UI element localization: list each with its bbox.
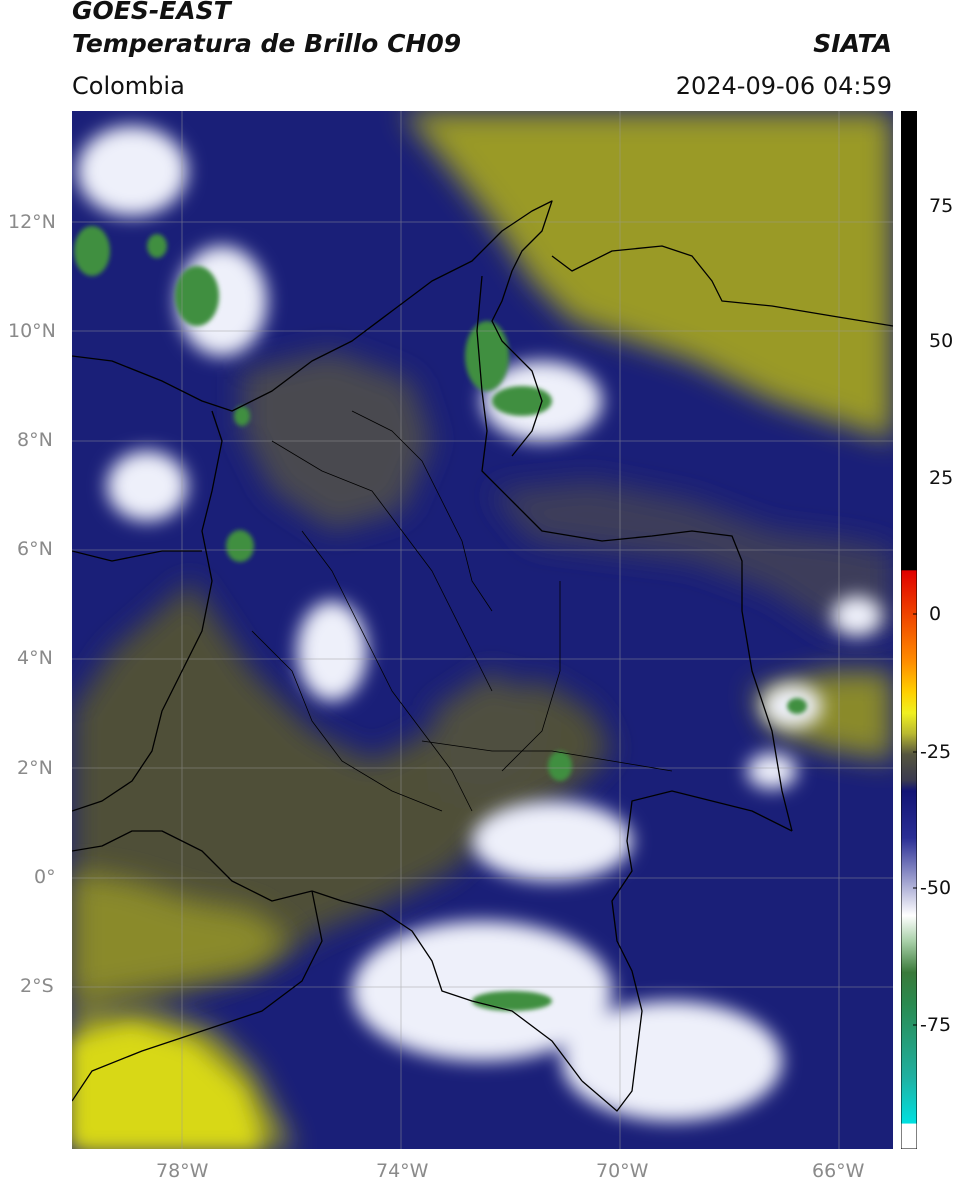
colorbar-label-50: 50 xyxy=(929,330,954,352)
dry-air-caribbean xyxy=(402,111,893,441)
lat-label-4n: 4°N xyxy=(17,647,53,669)
cloud-south xyxy=(352,921,612,1061)
border-colombia-brazil xyxy=(581,790,793,1112)
cloud-central xyxy=(297,601,367,701)
lon-label-70w: 70°W xyxy=(596,1160,649,1182)
lat-label-2s: 2°S xyxy=(20,975,54,997)
cold-top-10 xyxy=(234,406,250,426)
title-line2: Temperatura de Brillo CH09 xyxy=(72,29,462,58)
coastline-venezuela xyxy=(551,245,893,327)
colorbar-label-m75: -75 xyxy=(920,1014,952,1036)
border-panama xyxy=(72,550,202,562)
border-ecuador-peru xyxy=(72,890,323,1102)
colorbar-fill xyxy=(901,111,917,1149)
brand-label: SIATA xyxy=(813,29,892,58)
very-dry-southwest xyxy=(72,1026,262,1149)
dept-lines-6 xyxy=(501,581,561,772)
border-ecuador xyxy=(72,830,313,902)
colorbar-label-0: 0 xyxy=(929,603,942,625)
lon-label-66w: 66°W xyxy=(812,1160,865,1182)
cold-top-2 xyxy=(175,266,219,326)
dept-lines-1 xyxy=(271,440,493,692)
lat-label-8n: 8°N xyxy=(17,429,53,451)
warm-land-mid xyxy=(432,671,552,801)
border-colombia-venezuela xyxy=(476,275,793,832)
dept-lines-2 xyxy=(301,530,473,812)
dept-lines-3 xyxy=(351,410,493,612)
borders xyxy=(72,200,893,1112)
cloud-mid-south xyxy=(472,801,632,881)
cloud-east2 xyxy=(832,596,882,636)
cloud-west xyxy=(107,451,187,521)
title-line1: GOES-EAST xyxy=(72,0,231,25)
lat-label-6n: 6°N xyxy=(17,538,53,560)
cloud-nw xyxy=(77,126,187,216)
cold-top-6 xyxy=(226,530,254,562)
colorbar-label-25: 25 xyxy=(929,467,954,489)
region-label: Colombia xyxy=(72,72,185,100)
lat-label-0: 0° xyxy=(34,866,56,888)
lat-label-12n: 12°N xyxy=(8,211,56,233)
cloud-southeast xyxy=(562,1001,782,1121)
coastline-caribbean xyxy=(72,200,553,457)
gridlines xyxy=(72,111,893,1149)
colorbar xyxy=(901,111,917,1149)
cold-top-9 xyxy=(472,991,552,1011)
coastline-pacific xyxy=(72,410,223,812)
cold-top-8 xyxy=(787,698,807,714)
cold-top-7 xyxy=(548,751,572,781)
lon-label-78w: 78°W xyxy=(156,1160,209,1182)
colorbar-ticks xyxy=(913,205,917,1026)
satellite-map xyxy=(72,111,893,1149)
colorbar-label-m50: -50 xyxy=(920,877,952,899)
lon-label-74w: 74°W xyxy=(376,1160,429,1182)
dept-lines-4 xyxy=(251,630,443,812)
cold-top-1 xyxy=(74,226,110,276)
cold-top-5 xyxy=(492,386,552,416)
dept-lines-5 xyxy=(421,740,673,772)
cold-top-3 xyxy=(147,234,167,258)
lat-label-10n: 10°N xyxy=(8,320,56,342)
cloud-east3 xyxy=(747,753,797,789)
cold-top-4 xyxy=(465,321,509,391)
timestamp-label: 2024-09-06 04:59 xyxy=(675,72,892,100)
colorbar-label-m25: -25 xyxy=(920,741,952,763)
border-colombia-peru xyxy=(311,890,583,1082)
colorbar-label-75: 75 xyxy=(929,195,954,217)
warm-land-east xyxy=(492,481,893,631)
lat-label-2n: 2°N xyxy=(17,757,53,779)
